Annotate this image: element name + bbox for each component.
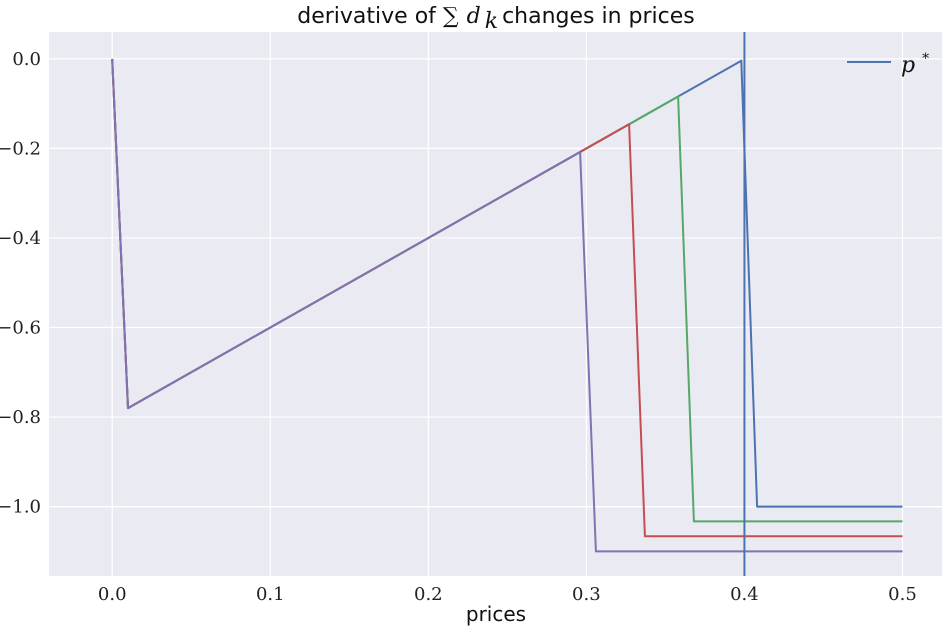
x-axis-label: prices [466, 602, 526, 626]
legend: p * [847, 51, 929, 78]
y-tick-labels: 0.0 −0.2 −0.4 −0.6 −0.8 −1.0 [0, 49, 41, 518]
legend-label-base: p [901, 53, 915, 78]
x-tick-label: 0.0 [98, 584, 127, 605]
x-tick-label: 0.5 [888, 584, 917, 605]
title-prefix: derivative of [297, 4, 443, 29]
y-tick-label: −0.8 [0, 407, 41, 428]
x-tick-label: 0.3 [572, 584, 601, 605]
plot-area [49, 32, 942, 576]
title-subscript: k [485, 9, 498, 34]
series-lines [111, 58, 903, 553]
title-variable: d [467, 4, 481, 29]
title-suffix: changes in prices [502, 4, 695, 29]
series-line-4 [111, 58, 903, 553]
y-tick-label: −0.6 [0, 318, 41, 339]
x-tick-labels: 0.0 0.1 0.2 0.3 0.4 0.5 [98, 584, 917, 605]
y-tick-label: −0.2 [0, 138, 41, 159]
y-tick-label: −1.0 [0, 497, 41, 518]
y-tick-label: 0.0 [12, 49, 41, 70]
legend-label-sup: * [922, 51, 929, 67]
legend-label: p * [901, 51, 929, 78]
title-sum-symbol: ∑ [443, 4, 459, 29]
x-tick-label: 0.2 [414, 584, 443, 605]
x-tick-label: 0.1 [256, 584, 285, 605]
x-tick-label: 0.4 [730, 584, 759, 605]
y-tick-label: −0.4 [0, 228, 41, 249]
chart-title: derivative of ∑ d k changes in prices [297, 4, 695, 34]
